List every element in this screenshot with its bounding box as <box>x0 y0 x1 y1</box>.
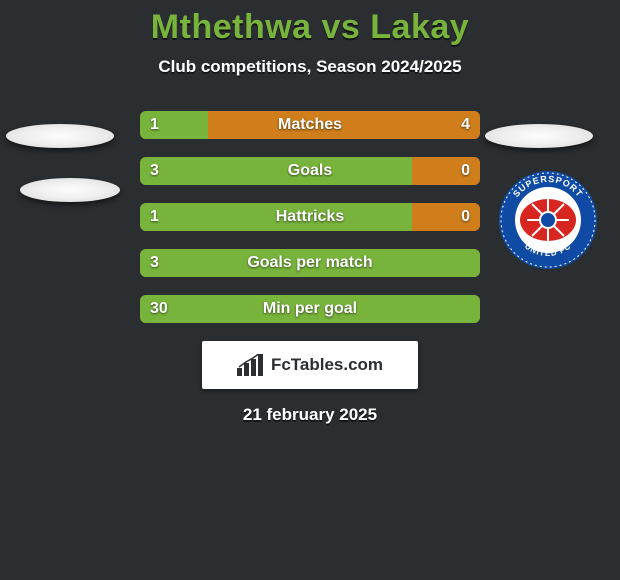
stat-row: Min per goal30 <box>140 295 480 323</box>
snapshot-date: 21 february 2025 <box>0 405 620 425</box>
player-photo-placeholder <box>20 178 120 202</box>
stat-row: Goals30 <box>140 157 480 185</box>
branding-badge: FcTables.com <box>202 341 418 389</box>
club-crest: SUPERSPORT UNITED FC <box>498 170 598 270</box>
stat-bar-left <box>140 295 480 323</box>
stat-row: Hattricks10 <box>140 203 480 231</box>
stat-bar-right <box>208 111 480 139</box>
supersport-crest-icon: SUPERSPORT UNITED FC <box>498 170 598 270</box>
stat-row: Goals per match3 <box>140 249 480 277</box>
page-subtitle: Club competitions, Season 2024/2025 <box>0 57 620 77</box>
stat-bar-left <box>140 249 480 277</box>
crest-shadow-ellipse <box>485 124 593 148</box>
stat-bar-left <box>140 157 412 185</box>
stat-bar-left <box>140 111 208 139</box>
stat-bar-left <box>140 203 412 231</box>
comparison-card: Mthethwa vs Lakay Club competitions, Sea… <box>0 0 620 580</box>
stat-row: Matches14 <box>140 111 480 139</box>
bar-chart-icon <box>237 354 265 376</box>
player-photo-placeholder <box>6 124 114 148</box>
stat-bar-right <box>412 203 480 231</box>
page-title: Mthethwa vs Lakay <box>0 8 620 47</box>
stat-bar-right <box>412 157 480 185</box>
branding-text: FcTables.com <box>271 355 383 375</box>
